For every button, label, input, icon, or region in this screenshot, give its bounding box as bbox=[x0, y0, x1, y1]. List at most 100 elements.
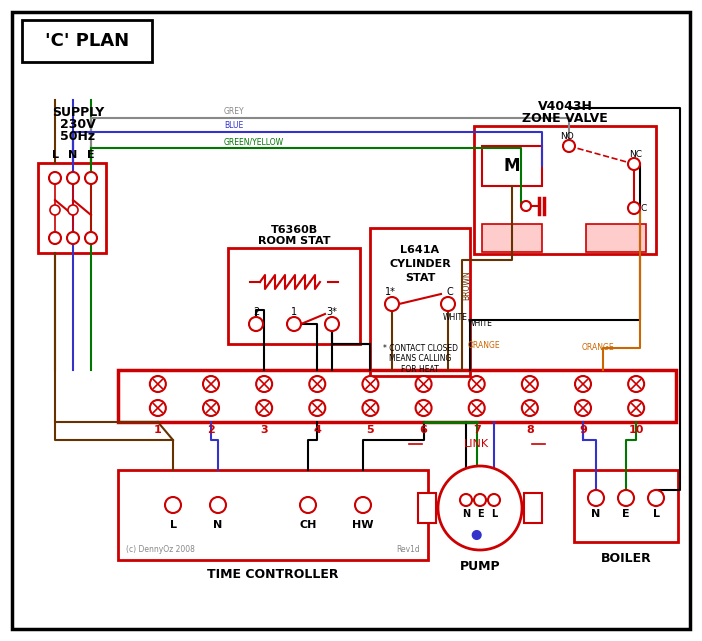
Bar bbox=[228, 248, 360, 344]
Text: BLUE: BLUE bbox=[224, 121, 244, 130]
Circle shape bbox=[618, 490, 634, 506]
Circle shape bbox=[522, 400, 538, 416]
Circle shape bbox=[150, 376, 166, 392]
Text: N: N bbox=[68, 150, 78, 160]
Circle shape bbox=[575, 400, 591, 416]
Text: E: E bbox=[622, 509, 630, 519]
Circle shape bbox=[325, 317, 339, 331]
Text: CYLINDER: CYLINDER bbox=[389, 259, 451, 269]
Circle shape bbox=[50, 205, 60, 215]
Circle shape bbox=[310, 400, 325, 416]
Circle shape bbox=[648, 490, 664, 506]
Circle shape bbox=[249, 317, 263, 331]
Bar bbox=[524, 493, 542, 523]
Text: 1*: 1* bbox=[385, 287, 395, 297]
Text: 3*: 3* bbox=[326, 307, 338, 317]
Text: * CONTACT CLOSED
MEANS CALLING
FOR HEAT: * CONTACT CLOSED MEANS CALLING FOR HEAT bbox=[383, 344, 458, 374]
Text: 2: 2 bbox=[253, 307, 259, 317]
Text: TIME CONTROLLER: TIME CONTROLLER bbox=[207, 567, 339, 581]
Circle shape bbox=[628, 202, 640, 214]
Circle shape bbox=[628, 158, 640, 170]
Text: L641A: L641A bbox=[400, 245, 439, 255]
Text: L: L bbox=[652, 509, 659, 519]
Text: ROOM STAT: ROOM STAT bbox=[258, 236, 330, 246]
Circle shape bbox=[49, 232, 61, 244]
Text: (c) DennyOz 2008: (c) DennyOz 2008 bbox=[126, 545, 195, 554]
Text: CH: CH bbox=[299, 520, 317, 530]
Text: 'C' PLAN: 'C' PLAN bbox=[45, 32, 129, 50]
Circle shape bbox=[67, 172, 79, 184]
Bar bbox=[370, 228, 470, 376]
Bar bbox=[38, 163, 106, 253]
Circle shape bbox=[203, 376, 219, 392]
Text: L: L bbox=[491, 509, 497, 519]
Text: SUPPLY: SUPPLY bbox=[52, 106, 104, 119]
Circle shape bbox=[165, 497, 181, 513]
Text: C: C bbox=[446, 287, 453, 297]
Text: E: E bbox=[87, 150, 95, 160]
Circle shape bbox=[522, 376, 538, 392]
Text: NO: NO bbox=[560, 131, 574, 140]
Text: BOILER: BOILER bbox=[601, 551, 651, 565]
Text: PUMP: PUMP bbox=[460, 560, 501, 572]
Circle shape bbox=[203, 400, 219, 416]
Circle shape bbox=[628, 376, 644, 392]
Bar bbox=[418, 493, 436, 523]
Text: 1: 1 bbox=[291, 307, 297, 317]
Text: 9: 9 bbox=[579, 425, 587, 435]
Bar bbox=[118, 470, 428, 560]
Circle shape bbox=[85, 172, 97, 184]
Text: LINK: LINK bbox=[464, 439, 489, 449]
Text: STAT: STAT bbox=[405, 273, 435, 283]
Text: 10: 10 bbox=[628, 425, 644, 435]
Circle shape bbox=[385, 297, 399, 311]
Text: 1: 1 bbox=[154, 425, 161, 435]
Text: WHITE: WHITE bbox=[468, 319, 493, 328]
Text: BROWN: BROWN bbox=[462, 271, 471, 300]
Circle shape bbox=[287, 317, 301, 331]
Circle shape bbox=[469, 376, 484, 392]
Circle shape bbox=[49, 172, 61, 184]
Text: ZONE VALVE: ZONE VALVE bbox=[522, 112, 608, 124]
Text: E: E bbox=[477, 509, 483, 519]
Circle shape bbox=[441, 297, 455, 311]
Text: GREEN/YELLOW: GREEN/YELLOW bbox=[224, 137, 284, 146]
Text: 7: 7 bbox=[473, 425, 481, 435]
Circle shape bbox=[362, 400, 378, 416]
Bar bbox=[574, 470, 678, 542]
Text: HW: HW bbox=[352, 520, 373, 530]
Circle shape bbox=[256, 400, 272, 416]
Circle shape bbox=[588, 490, 604, 506]
Text: L: L bbox=[51, 150, 58, 160]
Text: 8: 8 bbox=[526, 425, 534, 435]
Text: T6360B: T6360B bbox=[270, 225, 317, 235]
Circle shape bbox=[474, 494, 486, 506]
Circle shape bbox=[310, 376, 325, 392]
Text: N: N bbox=[591, 509, 601, 519]
Text: N: N bbox=[213, 520, 223, 530]
Text: 50Hz: 50Hz bbox=[60, 129, 95, 142]
Bar bbox=[22, 20, 152, 62]
Circle shape bbox=[256, 376, 272, 392]
Bar bbox=[474, 126, 656, 254]
Circle shape bbox=[416, 376, 432, 392]
Circle shape bbox=[150, 400, 166, 416]
Text: WHITE: WHITE bbox=[443, 313, 468, 322]
Circle shape bbox=[416, 400, 432, 416]
Circle shape bbox=[488, 494, 500, 506]
Text: C: C bbox=[641, 203, 647, 213]
Circle shape bbox=[469, 400, 484, 416]
Text: 2: 2 bbox=[207, 425, 215, 435]
Text: 4: 4 bbox=[313, 425, 322, 435]
Text: 5: 5 bbox=[366, 425, 374, 435]
Circle shape bbox=[210, 497, 226, 513]
Circle shape bbox=[438, 466, 522, 550]
Text: ORANGE: ORANGE bbox=[468, 341, 501, 350]
Text: 3: 3 bbox=[260, 425, 268, 435]
Circle shape bbox=[85, 232, 97, 244]
Text: 6: 6 bbox=[420, 425, 428, 435]
Bar bbox=[586, 224, 646, 252]
Bar bbox=[118, 370, 676, 422]
Bar bbox=[482, 146, 542, 186]
Text: GREY: GREY bbox=[224, 107, 244, 116]
